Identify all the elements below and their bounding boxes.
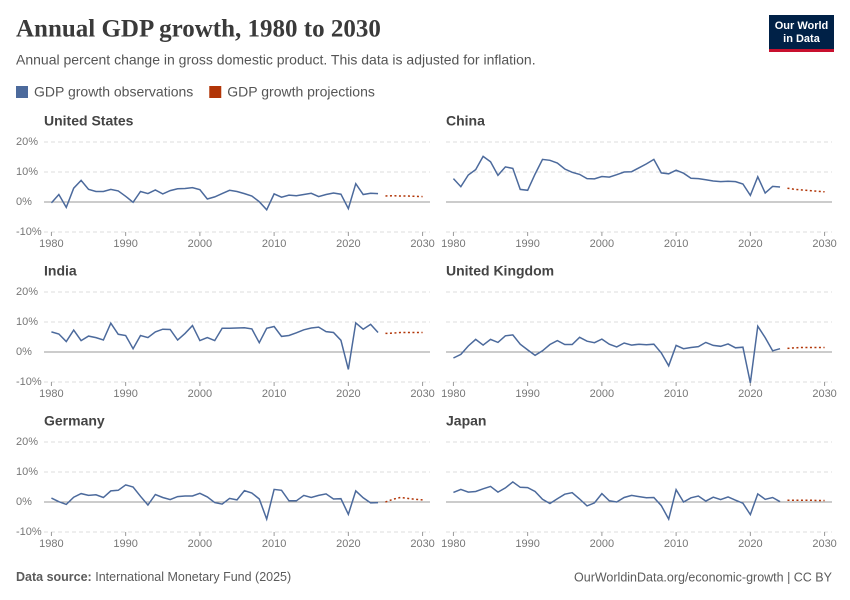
series-line — [787, 187, 825, 193]
y-tick-label: 0% — [16, 496, 32, 508]
series-line — [453, 324, 781, 384]
x-tick-label: 2000 — [188, 538, 212, 550]
series-line — [452, 155, 781, 198]
x-tick-label: 2020 — [738, 388, 762, 400]
x-tick-label: 2020 — [738, 238, 762, 250]
x-tick-label: 2020 — [336, 388, 360, 400]
x-tick-label: 1980 — [39, 388, 63, 400]
series-line — [453, 480, 781, 522]
chart-subtitle: Annual percent change in gross domestic … — [16, 52, 536, 68]
panel-title: India — [44, 263, 77, 279]
x-tick-label: 2000 — [590, 388, 614, 400]
source-label: Data source: — [16, 570, 92, 584]
series-line — [787, 346, 825, 350]
x-tick-label: 1980 — [441, 538, 465, 550]
series-line — [385, 194, 423, 198]
chart-title: Annual GDP growth, 1980 to 2030 — [16, 16, 381, 43]
legend-swatch — [16, 86, 28, 98]
series-line — [51, 321, 379, 370]
y-tick-label: 10% — [16, 316, 38, 328]
x-tick-label: 2000 — [590, 238, 614, 250]
x-tick-label: 1990 — [515, 538, 539, 550]
y-tick-label: -10% — [16, 526, 42, 538]
panel-title: United Kingdom — [446, 263, 554, 279]
series-line — [385, 496, 423, 503]
source-url: OurWorldinData.org/economic-growth | CC … — [574, 570, 833, 584]
x-tick-label: 2030 — [812, 538, 836, 550]
logo-box — [769, 15, 834, 49]
panel-title: China — [446, 113, 485, 129]
legend-label: GDP growth observations — [34, 84, 193, 100]
x-tick-label: 1990 — [515, 238, 539, 250]
y-tick-label: 10% — [16, 166, 38, 178]
panel-title: Germany — [44, 413, 105, 429]
y-tick-label: 0% — [16, 346, 32, 358]
x-tick-label: 2010 — [664, 238, 688, 250]
series-line — [385, 331, 423, 335]
x-tick-label: 2020 — [738, 538, 762, 550]
logo-text: Our World — [775, 20, 829, 32]
x-tick-label: 2020 — [336, 538, 360, 550]
x-tick-label: 2010 — [664, 388, 688, 400]
y-tick-label: 0% — [16, 196, 32, 208]
x-tick-label: 2000 — [590, 538, 614, 550]
x-tick-label: 2010 — [262, 538, 286, 550]
x-tick-label: 1980 — [39, 238, 63, 250]
x-tick-label: 2030 — [410, 388, 434, 400]
source: Data source: International Monetary Fund… — [16, 570, 291, 584]
y-tick-label: -10% — [16, 376, 42, 388]
series-line — [50, 179, 379, 212]
x-tick-label: 2030 — [410, 238, 434, 250]
series-line — [51, 484, 379, 522]
x-tick-label: 2030 — [812, 238, 836, 250]
y-tick-label: 10% — [16, 466, 38, 478]
y-tick-label: 20% — [16, 286, 38, 298]
legend-label: GDP growth projections — [227, 84, 375, 100]
y-tick-label: 20% — [16, 436, 38, 448]
x-tick-label: 1990 — [113, 238, 137, 250]
panel-title: United States — [44, 113, 134, 129]
x-tick-label: 1990 — [113, 388, 137, 400]
logo-text: in Data — [783, 33, 821, 45]
x-tick-label: 1990 — [113, 538, 137, 550]
x-tick-label: 2020 — [336, 238, 360, 250]
x-tick-label: 2010 — [262, 388, 286, 400]
x-tick-label: 2010 — [262, 238, 286, 250]
x-tick-label: 2030 — [812, 388, 836, 400]
x-tick-label: 2010 — [664, 538, 688, 550]
x-tick-label: 2000 — [188, 388, 212, 400]
x-tick-label: 2030 — [410, 538, 434, 550]
x-tick-label: 1980 — [441, 238, 465, 250]
y-tick-label: 20% — [16, 136, 38, 148]
logo-bar — [769, 49, 834, 52]
x-tick-label: 1980 — [441, 388, 465, 400]
legend-swatch — [209, 86, 222, 98]
x-tick-label: 2000 — [188, 238, 212, 250]
source-text: International Monetary Fund (2025) — [95, 570, 291, 584]
y-tick-label: -10% — [16, 226, 42, 238]
x-tick-label: 1990 — [515, 388, 539, 400]
panel-title: Japan — [446, 413, 486, 429]
x-tick-label: 1980 — [39, 538, 63, 550]
